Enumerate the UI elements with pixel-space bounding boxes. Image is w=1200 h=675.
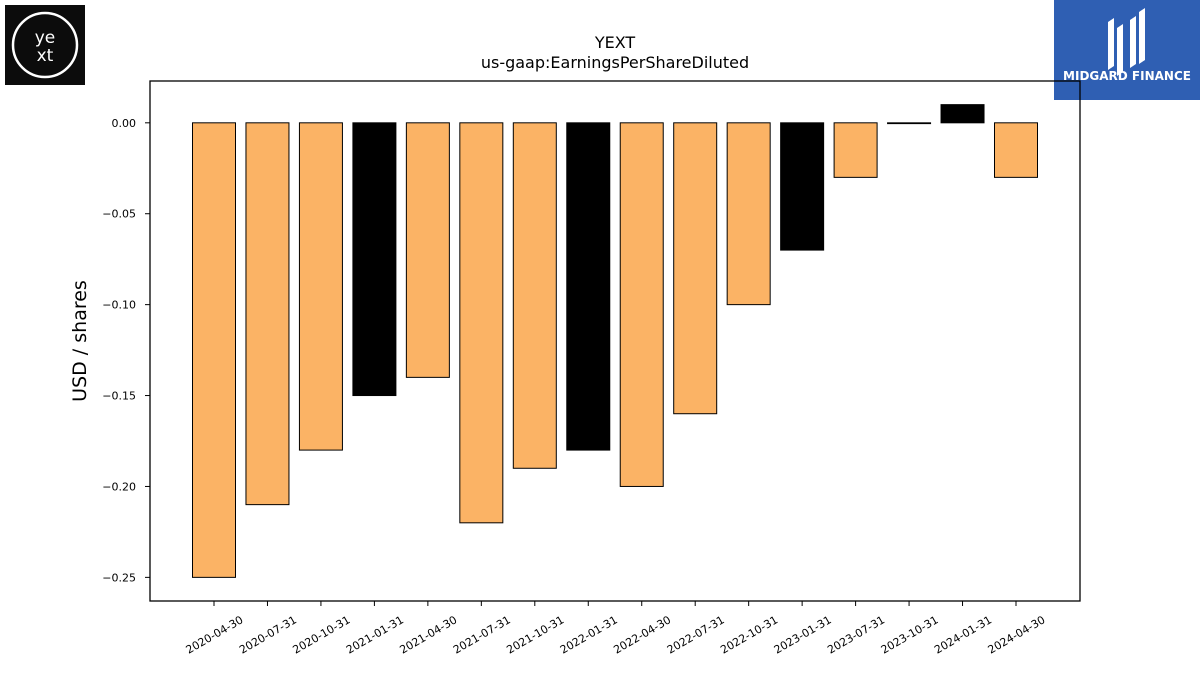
chart-subtitle: us-gaap:EarningsPerShareDiluted <box>481 53 749 72</box>
y-tick-label: −0.05 <box>102 208 136 221</box>
y-tick-label: −0.15 <box>102 390 136 403</box>
x-tick-label: 2022-10-31 <box>718 613 780 656</box>
x-tick-label: 2023-07-31 <box>825 613 887 656</box>
bar-2021-04-30 <box>405 122 450 378</box>
bar-2023-07-31 <box>833 122 878 178</box>
y-tick-label: −0.25 <box>102 571 136 584</box>
x-tick-label: 2022-04-30 <box>611 613 673 656</box>
bar-2023-10-31 <box>887 122 932 125</box>
logo-text-bottom: xt <box>37 46 54 66</box>
bar-2024-04-30 <box>994 122 1038 178</box>
logo-text-top: ye <box>35 28 56 48</box>
y-axis-label: USD / shares <box>69 280 91 402</box>
x-tick-label: 2022-07-31 <box>665 613 727 656</box>
y-tick-label: −0.20 <box>102 480 136 493</box>
y-axis: 0.00 −0.05 −0.10 −0.15 −0.20 −0.25 <box>102 117 150 584</box>
bar-2023-01-31 <box>780 122 825 251</box>
yext-logo: ye xt <box>5 5 85 85</box>
x-tick-label: 2020-04-30 <box>184 613 246 656</box>
plot-frame <box>149 80 1081 602</box>
bar-2022-10-31 <box>726 122 771 306</box>
y-tick-label: 0.00 <box>112 117 137 130</box>
y-tick-label: −0.10 <box>102 299 136 312</box>
chart-title: YEXT <box>594 33 636 52</box>
x-tick-label: 2020-10-31 <box>291 613 353 656</box>
x-tick-label: 2023-01-31 <box>772 613 834 656</box>
x-tick-label: 2021-10-31 <box>504 613 566 656</box>
x-tick-label: 2021-04-30 <box>397 613 459 656</box>
logo-brand-name: MIDGARD FINANCE <box>1063 69 1191 83</box>
bar-2020-10-31 <box>298 122 343 451</box>
bar-2021-10-31 <box>512 122 557 469</box>
x-axis: 2020-04-302020-07-312020-10-312021-01-31… <box>184 601 1048 657</box>
x-tick-label: 2020-07-31 <box>237 613 299 656</box>
x-tick-label: 2024-01-31 <box>932 613 994 656</box>
x-tick-label: 2023-10-31 <box>879 613 941 656</box>
x-tick-label: 2022-01-31 <box>558 613 620 656</box>
x-tick-label: 2024-04-30 <box>986 613 1048 656</box>
bar-2024-01-31 <box>940 104 985 124</box>
midgard-finance-logo: MIDGARD FINANCE <box>1054 0 1200 100</box>
bars-group <box>192 104 1038 578</box>
bar-2021-07-31 <box>459 122 504 524</box>
bar-2021-01-31 <box>352 122 397 397</box>
x-tick-label: 2021-07-31 <box>451 613 513 656</box>
bar-2022-07-31 <box>673 122 718 415</box>
bar-2022-04-30 <box>619 122 664 487</box>
bar-2020-04-30 <box>192 122 236 578</box>
bar-2022-01-31 <box>566 122 611 451</box>
x-tick-label: 2021-01-31 <box>344 613 406 656</box>
bar-2020-07-31 <box>245 122 290 506</box>
